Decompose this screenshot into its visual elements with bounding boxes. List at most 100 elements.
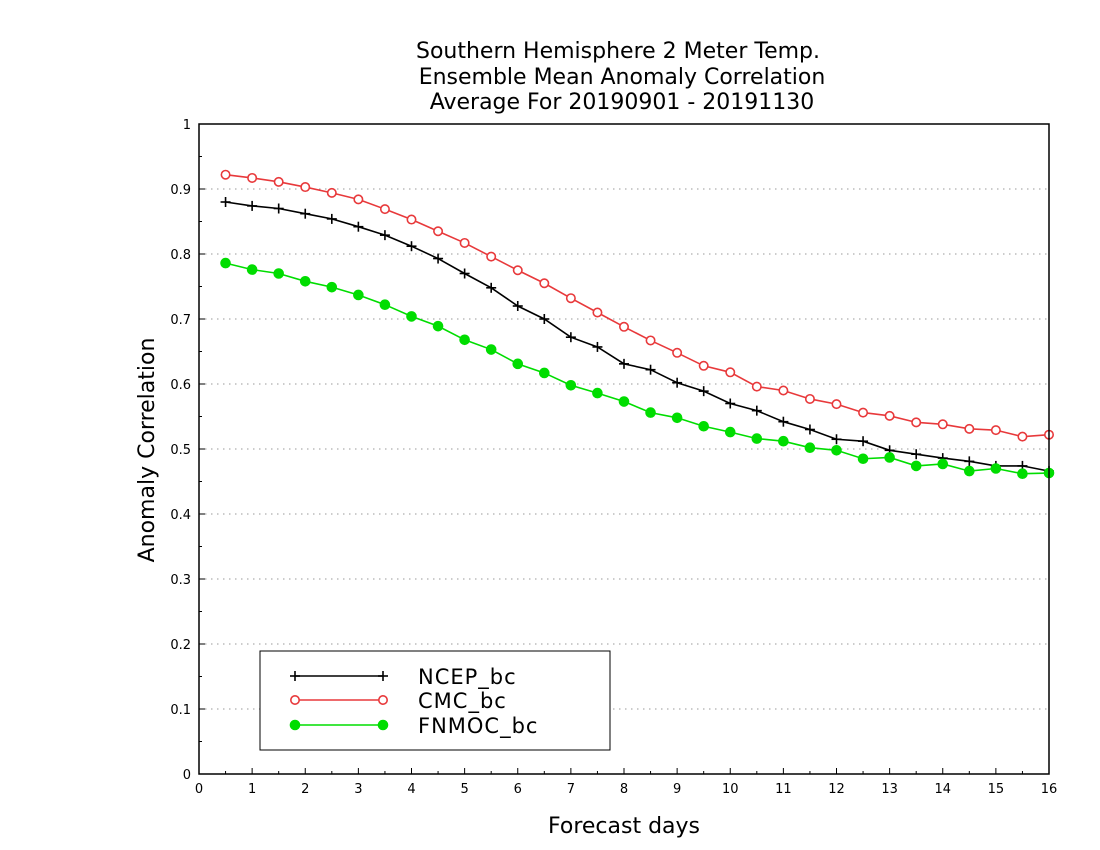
legend-marker-right-2 [377,719,389,731]
data-point-2-28 [964,465,975,477]
series-layer [220,169,1055,480]
data-point-2-18 [698,420,709,432]
data-point-1-20 [751,381,762,392]
data-point-2-24 [857,453,869,465]
data-point-0-14 [592,341,603,352]
data-point-1-8 [433,226,444,237]
data-point-2-27 [937,458,949,470]
data-point-0-20 [751,405,762,416]
data-point-1-19 [725,367,736,378]
data-point-0-10 [486,282,497,293]
data-point-0-18 [698,386,709,397]
data-point-2-16 [645,407,656,418]
chart-title-line-1: Southern Hemisphere 2 Meter Temp. [416,39,820,64]
data-point-0-5 [353,221,364,232]
data-point-2-9 [459,334,470,346]
chart-title-line-2: Ensemble Mean Anomaly Correlation [419,65,826,90]
data-point-1-21 [778,385,789,396]
data-point-2-0 [220,257,231,269]
data-point-0-16 [645,364,656,375]
data-point-1-26 [911,417,922,428]
data-point-0-0 [220,197,231,207]
x-tick-label-0: 0 [195,782,203,797]
data-point-1-22 [804,393,815,404]
y-tick-label-5: 0.5 [170,443,191,458]
data-point-1-18 [698,360,709,371]
ticks: 0 1 2 3 4 5 6 7 8 9 10 11 12 13 14 15 1600.10.20.30.40.5… [170,118,1057,797]
y-tick-label-3: 0.3 [170,573,191,588]
x-tick-label-1: 1 [248,782,256,797]
series-line-0 [225,201,1050,472]
data-point-0-15 [619,358,629,369]
data-point-0-12 [539,314,550,324]
data-point-0-21 [778,416,789,427]
x-tick-label-10: 10 [722,782,739,797]
x-tick-label-14: 14 [934,782,951,797]
data-point-1-1 [247,172,258,183]
data-point-1-13 [565,293,576,304]
legend-marker-left-1 [289,694,300,705]
data-point-2-14 [592,387,603,399]
x-axis-label: Forecast days [548,814,700,839]
data-point-1-25 [884,410,895,421]
data-point-2-17 [671,412,683,424]
data-point-1-30 [1017,431,1028,442]
y-tick-label-4: 0.4 [170,508,191,523]
x-tick-label-12: 12 [828,782,845,797]
x-tick-label-7: 7 [567,782,575,797]
x-tick-label-5: 5 [460,782,468,797]
legend-entries [289,671,389,731]
data-point-2-6 [379,299,391,311]
data-point-0-8 [433,253,444,264]
data-point-1-3 [300,182,311,193]
legend-marker-left-0 [290,671,300,681]
data-point-2-15 [618,396,630,407]
data-point-0-1 [247,200,258,211]
data-point-1-23 [831,399,842,410]
data-point-1-9 [459,237,470,248]
series-line-2 [225,262,1050,475]
data-point-2-23 [831,445,842,456]
data-point-2-3 [299,276,311,287]
x-tick-label-15: 15 [988,782,1005,797]
series-fnmoc-bc [220,257,1055,480]
data-point-1-24 [858,407,869,418]
data-point-0-7 [406,241,417,252]
data-point-1-27 [937,419,948,430]
y-tick-label-2: 0.2 [170,638,191,653]
data-point-2-29 [990,463,1002,474]
x-tick-label-13: 13 [881,782,898,797]
y-tick-label-0: 0 [183,768,191,783]
legend-label-fnmoc: FNMOC_bc [418,714,538,739]
series-cmc-bc [220,169,1055,442]
chart-title: Southern Hemisphere 2 Meter Temp. Ensemb… [416,39,825,115]
y-axis-label: Anomaly Correlation [135,338,160,563]
data-point-0-22 [804,424,815,435]
series-ncep-bc [220,197,1054,477]
data-point-2-26 [910,460,922,472]
data-point-2-22 [804,442,816,454]
data-point-1-11 [512,265,523,276]
data-point-0-11 [512,301,523,311]
data-point-1-2 [273,176,284,187]
data-point-1-6 [379,204,390,215]
legend-label-cmc: CMC_bc [418,689,507,714]
x-tick-label-4: 4 [407,782,415,797]
legend-label-ncep: NCEP_bc [418,665,517,690]
data-point-1-7 [406,214,417,225]
x-tick-label-11: 11 [775,782,792,797]
data-point-2-7 [406,311,417,322]
series-line-1 [225,173,1050,438]
data-point-2-12 [539,367,550,379]
legend-marker-right-0 [378,671,388,681]
data-point-1-17 [672,347,683,358]
data-point-2-21 [778,435,789,447]
data-point-0-13 [565,332,576,343]
data-point-1-15 [618,321,629,332]
data-point-1-0 [220,169,231,180]
data-point-2-5 [353,289,364,301]
data-point-2-1 [246,264,258,275]
data-point-2-19 [724,426,736,438]
data-point-0-26 [911,449,922,460]
data-point-1-29 [990,425,1001,436]
